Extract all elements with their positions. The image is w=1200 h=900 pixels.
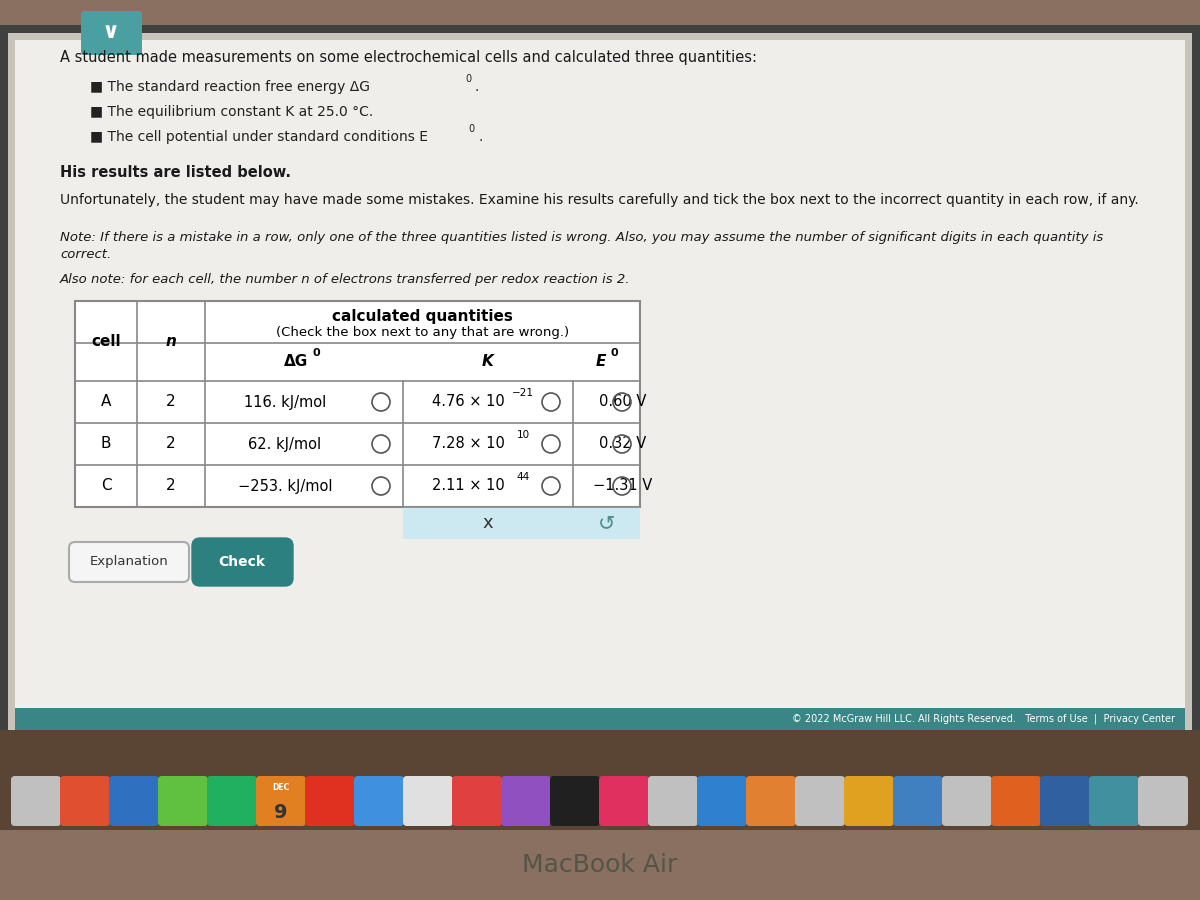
Text: 10: 10 (516, 430, 529, 440)
Text: −1.31 V: −1.31 V (593, 479, 653, 493)
Bar (0, 730, 1200, 745)
Text: Note: If there is a mistake in a row, only one of the three quantities listed is: Note: If there is a mistake in a row, on… (60, 231, 1103, 244)
Bar (403, 507, 640, 539)
Text: ↺: ↺ (598, 513, 616, 533)
Text: © 2022 McGraw Hill LLC. All Rights Reserved.   Terms of Use  |  Privacy Center: © 2022 McGraw Hill LLC. All Rights Reser… (792, 714, 1175, 724)
FancyBboxPatch shape (1138, 776, 1188, 826)
Text: 0.60 V: 0.60 V (599, 394, 647, 410)
Text: Unfortunately, the student may have made some mistakes. Examine his results care: Unfortunately, the student may have made… (60, 193, 1139, 207)
Text: MacBook Air: MacBook Air (522, 853, 678, 877)
FancyBboxPatch shape (648, 776, 698, 826)
Text: His results are listed below.: His results are listed below. (60, 165, 292, 180)
Text: −253. kJ/mol: −253. kJ/mol (238, 479, 332, 493)
Text: .: . (478, 130, 482, 144)
Text: 2: 2 (166, 479, 176, 493)
FancyBboxPatch shape (305, 776, 355, 826)
FancyBboxPatch shape (502, 776, 551, 826)
FancyBboxPatch shape (599, 776, 649, 826)
Text: 0: 0 (312, 348, 320, 358)
Text: ■ The standard reaction free energy ΔG: ■ The standard reaction free energy ΔG (90, 80, 370, 94)
Text: Explanation: Explanation (90, 555, 168, 569)
Text: n: n (166, 334, 176, 348)
Text: ■ The equilibrium constant K at 25.0 °C.: ■ The equilibrium constant K at 25.0 °C. (90, 105, 373, 119)
Text: 2: 2 (166, 394, 176, 410)
Bar (8, 33, 1192, 737)
Text: cell: cell (91, 334, 121, 348)
Text: 44: 44 (516, 472, 529, 482)
FancyBboxPatch shape (158, 776, 208, 826)
Text: K: K (482, 355, 494, 370)
FancyBboxPatch shape (60, 776, 110, 826)
Text: 2.11 × 10: 2.11 × 10 (432, 479, 504, 493)
FancyBboxPatch shape (942, 776, 992, 826)
Text: calculated quantities: calculated quantities (332, 310, 512, 325)
FancyBboxPatch shape (844, 776, 894, 826)
Text: 0: 0 (466, 74, 472, 84)
FancyBboxPatch shape (1090, 776, 1139, 826)
FancyBboxPatch shape (746, 776, 796, 826)
FancyBboxPatch shape (208, 776, 257, 826)
Text: A: A (101, 394, 112, 410)
Text: 7.28 × 10: 7.28 × 10 (432, 436, 504, 452)
Text: (Check the box next to any that are wrong.): (Check the box next to any that are wron… (276, 326, 569, 339)
FancyBboxPatch shape (1040, 776, 1090, 826)
Bar (14, 708, 1186, 730)
FancyBboxPatch shape (452, 776, 502, 826)
FancyBboxPatch shape (109, 776, 158, 826)
Text: −21: −21 (512, 388, 534, 398)
Text: ■ The cell potential under standard conditions E: ■ The cell potential under standard cond… (90, 130, 428, 144)
Text: 0: 0 (611, 348, 618, 358)
FancyBboxPatch shape (256, 776, 306, 826)
Text: E: E (595, 355, 606, 370)
Text: x: x (482, 514, 493, 532)
Text: ∨: ∨ (102, 22, 120, 42)
Text: C: C (101, 479, 112, 493)
FancyBboxPatch shape (11, 776, 61, 826)
Text: 62. kJ/mol: 62. kJ/mol (248, 436, 322, 452)
Text: B: B (101, 436, 112, 452)
Bar (0, 745, 1200, 830)
Text: correct.: correct. (60, 248, 112, 261)
FancyBboxPatch shape (70, 542, 190, 582)
Text: A student made measurements on some electrochemical cells and calculated three q: A student made measurements on some elec… (60, 50, 757, 65)
Text: Check: Check (218, 555, 265, 569)
Bar (74, 301, 640, 507)
Text: DEC: DEC (272, 784, 289, 793)
Text: 0.32 V: 0.32 V (599, 436, 647, 452)
Text: Also note: for each cell, the number n of electrons transferred per redox reacti: Also note: for each cell, the number n o… (60, 273, 630, 286)
Text: 4.76 × 10: 4.76 × 10 (432, 394, 504, 410)
FancyBboxPatch shape (192, 538, 293, 586)
Text: 0: 0 (468, 124, 474, 134)
Text: 116. kJ/mol: 116. kJ/mol (244, 394, 326, 410)
FancyBboxPatch shape (991, 776, 1042, 826)
FancyBboxPatch shape (403, 776, 454, 826)
FancyBboxPatch shape (796, 776, 845, 826)
FancyBboxPatch shape (354, 776, 404, 826)
Text: ΔG: ΔG (284, 355, 308, 370)
Text: 9: 9 (275, 803, 288, 822)
Text: .: . (475, 80, 479, 94)
FancyBboxPatch shape (697, 776, 746, 826)
FancyBboxPatch shape (82, 11, 142, 55)
Bar (14, 40, 1186, 730)
FancyBboxPatch shape (550, 776, 600, 826)
Text: 2: 2 (166, 436, 176, 452)
Bar (0, 25, 1200, 745)
FancyBboxPatch shape (893, 776, 943, 826)
